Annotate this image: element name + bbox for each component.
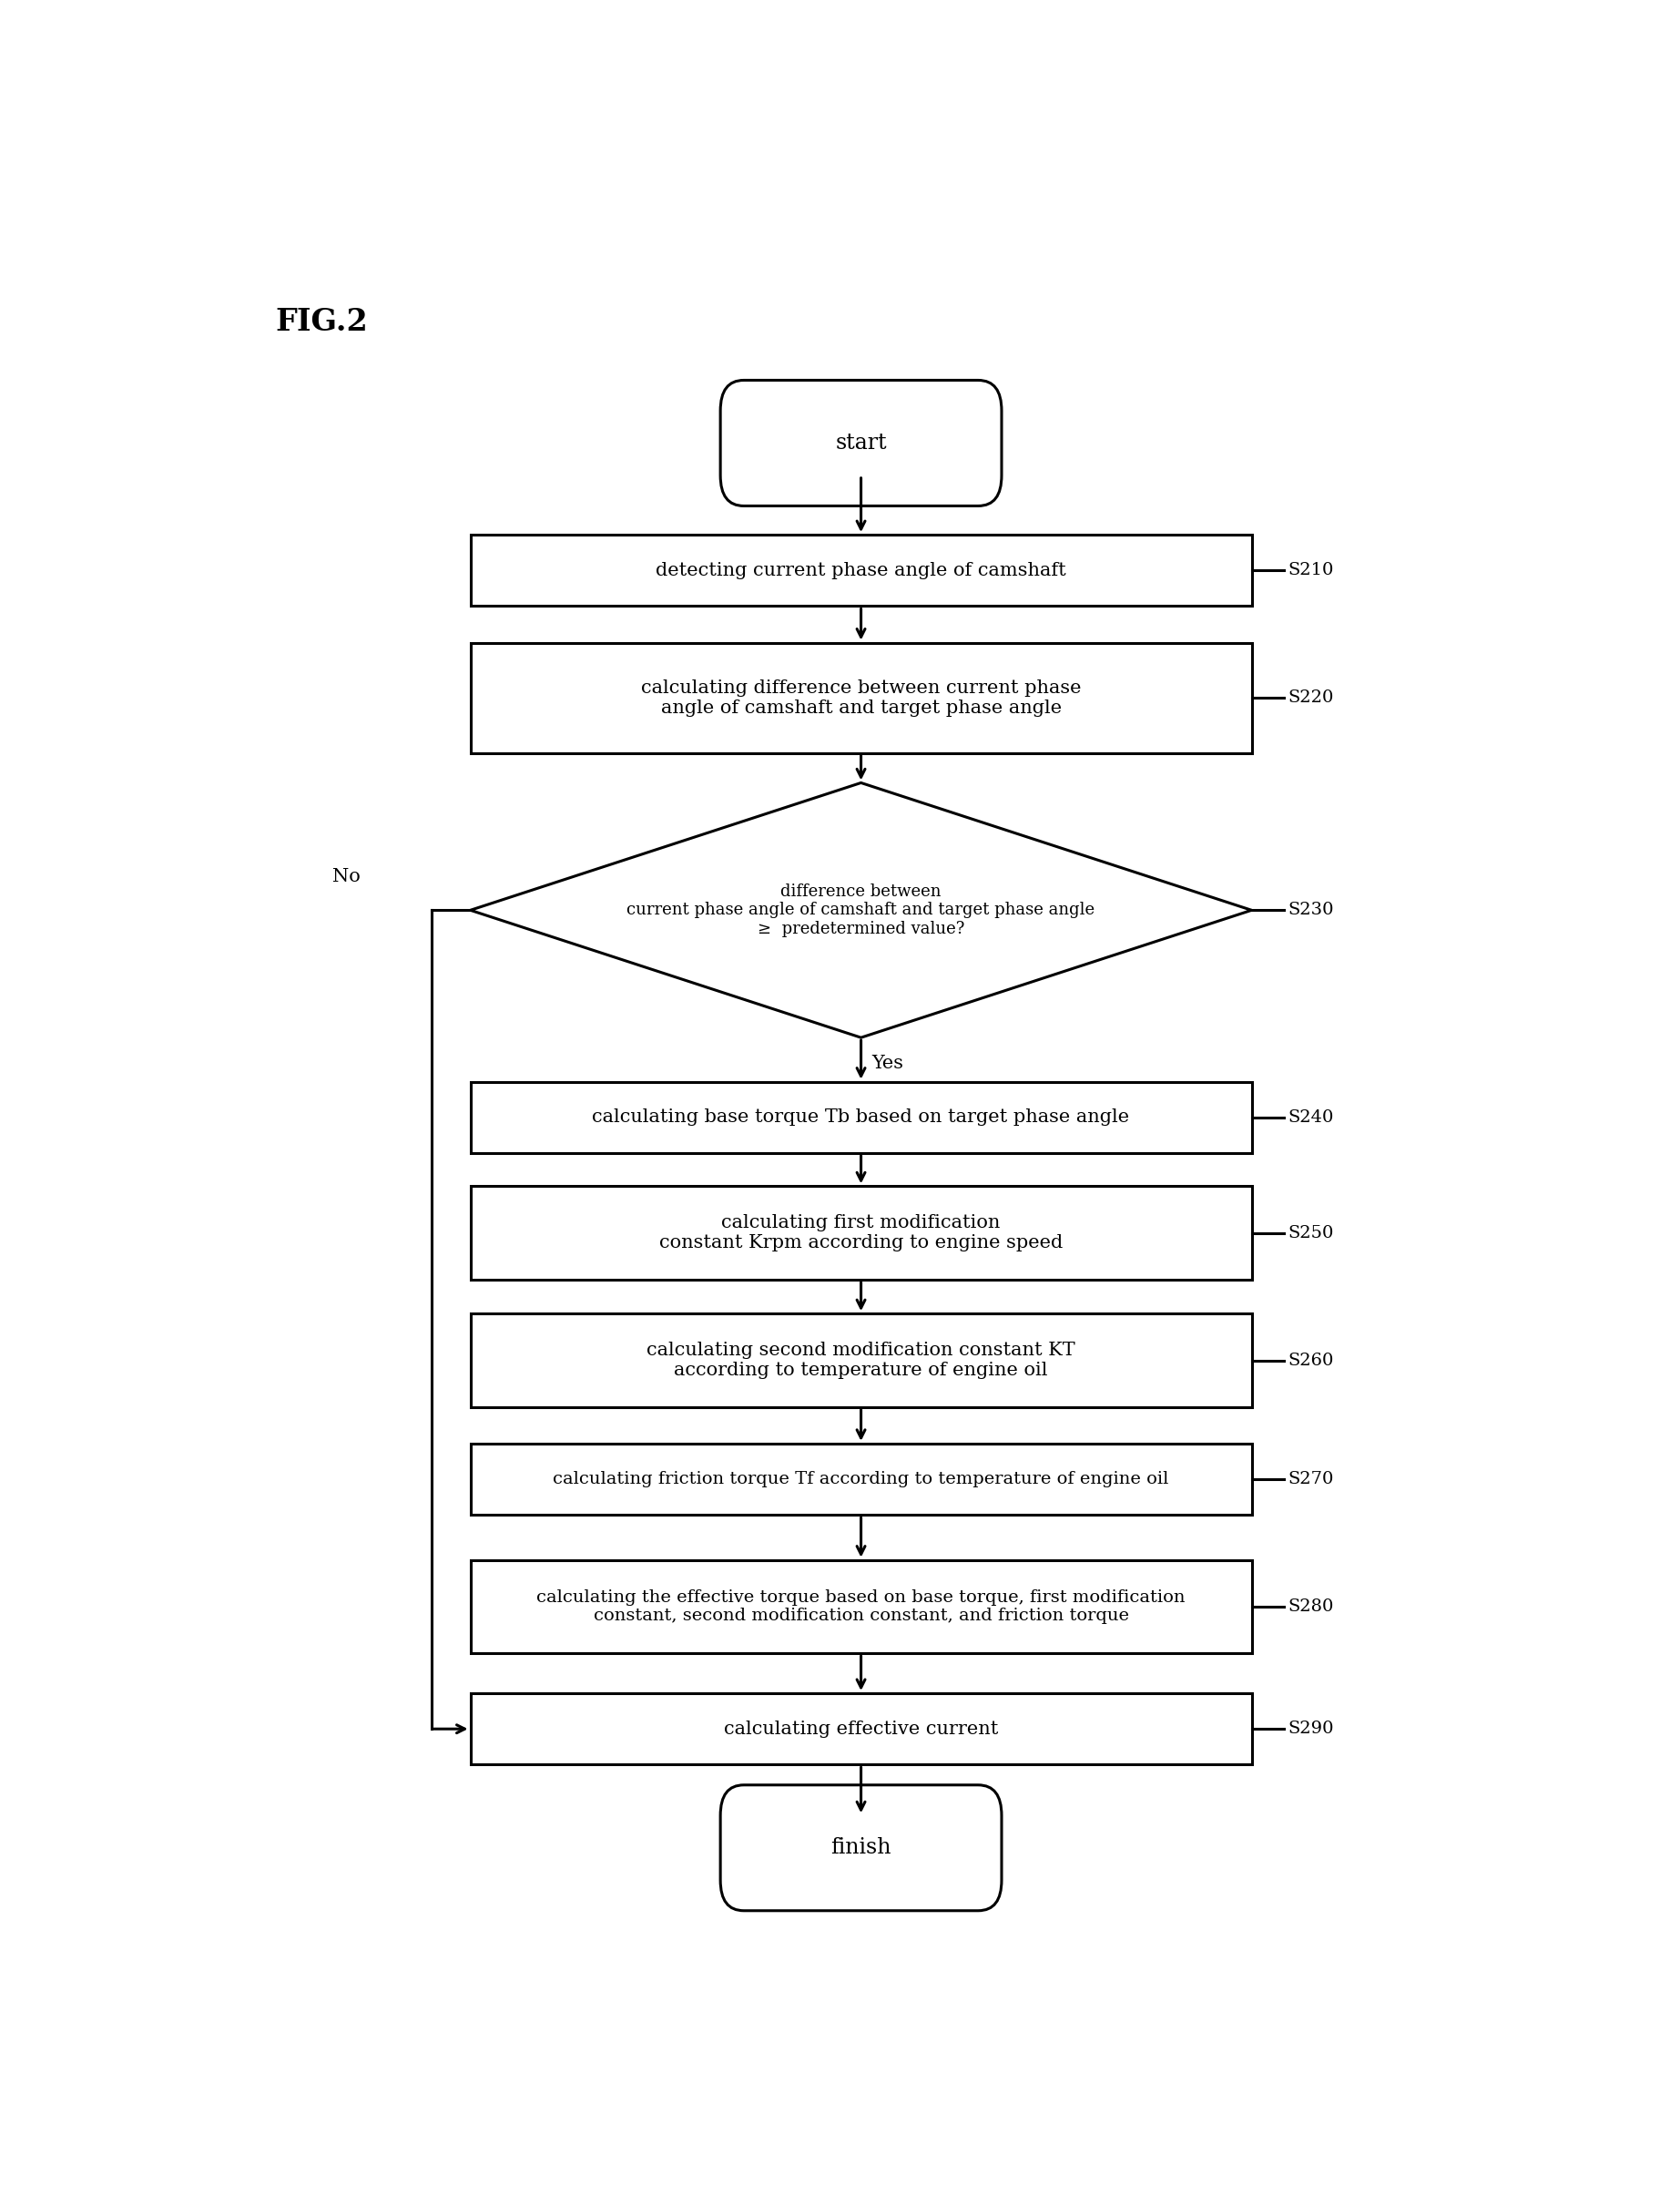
Text: Yes: Yes [872,1054,904,1072]
Text: S250: S250 [1289,1224,1334,1242]
Text: S210: S210 [1289,563,1334,578]
Text: calculating difference between current phase
angle of camshaft and target phase : calculating difference between current p… [640,679,1082,717]
Text: detecting current phase angle of camshaft: detecting current phase angle of camshaf… [655,563,1067,580]
Text: S270: S270 [1289,1471,1334,1487]
Bar [470,642,1252,752]
Text: calculating friction torque Tf according to temperature of engine oil: calculating friction torque Tf according… [553,1471,1169,1487]
Bar [470,1081,1252,1154]
Text: difference between
current phase angle of camshaft and target phase angle
≥  pre: difference between current phase angle o… [627,882,1095,938]
Text: S290: S290 [1289,1721,1334,1736]
Text: S240: S240 [1289,1110,1334,1125]
Text: finish: finish [830,1838,892,1857]
Text: calculating the effective torque based on base torque, first modification
consta: calculating the effective torque based o… [536,1588,1186,1624]
Text: calculating base torque Tb based on target phase angle: calculating base torque Tb based on targ… [593,1110,1129,1125]
Bar [470,1443,1252,1516]
Text: S230: S230 [1289,902,1334,918]
Text: S260: S260 [1289,1352,1334,1368]
Bar [470,1694,1252,1765]
Text: FIG.2: FIG.2 [276,307,368,338]
Text: calculating first modification
constant Krpm according to engine speed: calculating first modification constant … [659,1213,1063,1251]
Bar [470,1313,1252,1407]
Bar [470,1187,1252,1279]
FancyBboxPatch shape [721,1785,1001,1910]
Text: No: No [333,867,361,885]
FancyBboxPatch shape [721,379,1001,505]
Polygon shape [470,783,1252,1037]
Text: S280: S280 [1289,1599,1334,1615]
Text: S220: S220 [1289,690,1334,706]
Text: calculating second modification constant KT
according to temperature of engine o: calculating second modification constant… [647,1341,1075,1379]
Text: start: start [835,432,887,454]
Bar [470,534,1252,607]
Text: calculating effective current: calculating effective current [724,1721,998,1738]
Bar [470,1560,1252,1652]
